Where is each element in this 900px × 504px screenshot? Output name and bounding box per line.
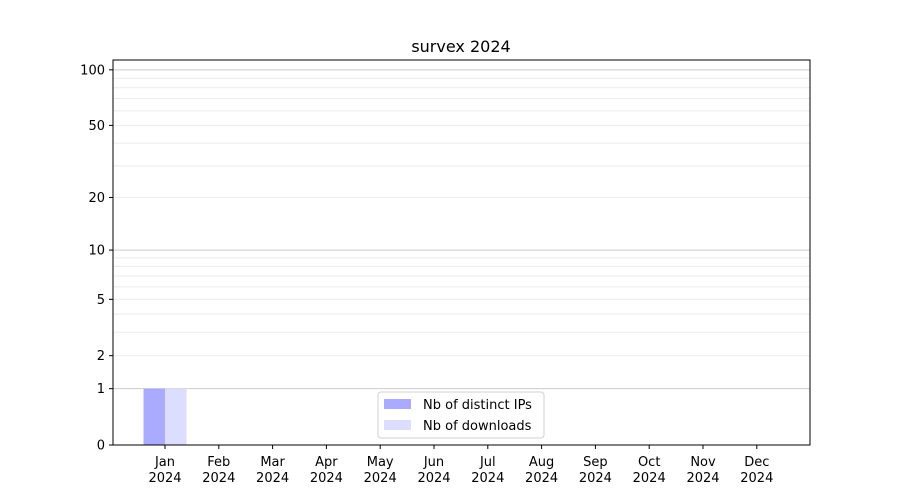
y-tick-label: 5: [97, 293, 105, 308]
x-tick-label-line: Oct: [638, 455, 660, 470]
x-tick-label: Jul 2024: [471, 455, 504, 486]
bars: [143, 388, 187, 445]
x-tick-label-line: 2024: [686, 471, 719, 486]
x-tick-label-line: 2024: [740, 471, 773, 486]
axes-frame: [112, 59, 811, 446]
chart-title: survex 2024: [411, 37, 510, 56]
x-tick-label-line: Apr: [315, 455, 338, 470]
x-tick-label-line: May: [367, 455, 394, 470]
grid: [113, 69, 810, 390]
x-tick-label-line: 2024: [579, 471, 612, 486]
x-tick-label: Dec 2024: [740, 455, 773, 486]
x-tick-label-line: Feb: [207, 455, 230, 470]
y-tick-label: 20: [88, 191, 105, 206]
x-tick-label: Mar 2024: [256, 455, 289, 486]
x-tick-label-line: 2024: [525, 471, 558, 486]
x-tick-label: May 2024: [364, 455, 397, 486]
y-axis: 0 1 2 5 10 20 50 100: [80, 63, 113, 454]
x-tick-label-line: Jan: [154, 455, 175, 470]
x-tick-label: Feb 2024: [202, 455, 235, 486]
legend-label: Nb of downloads: [423, 419, 532, 434]
legend: Nb of distinct IPs Nb of downloads: [377, 391, 545, 439]
y-tick-label: 1: [97, 382, 105, 397]
y-tick-label: 50: [88, 119, 105, 134]
x-tick-label-line: Jul: [479, 455, 496, 470]
y-tick-label: 0: [97, 439, 105, 454]
x-tick-label: Jan 2024: [148, 455, 181, 486]
x-tick-label-line: Sep: [583, 455, 608, 470]
x-tick-label-line: 2024: [471, 471, 504, 486]
x-tick-label: Sep 2024: [579, 455, 612, 486]
x-tick-label-line: 2024: [256, 471, 289, 486]
x-tick-label: Aug 2024: [525, 455, 558, 486]
legend-swatch: [384, 420, 411, 430]
x-tick-label-line: Mar: [260, 455, 285, 470]
x-tick-label: Nov 2024: [686, 455, 719, 486]
x-tick-label-line: 2024: [417, 471, 450, 486]
bar: [143, 388, 165, 445]
y-tick-label: 10: [88, 244, 105, 259]
bar: [165, 388, 187, 445]
legend-label: Nb of distinct IPs: [423, 398, 532, 413]
x-tick-label: Oct 2024: [633, 455, 666, 486]
x-tick-label: Jun 2024: [417, 455, 450, 486]
x-tick-label-line: Jun: [423, 455, 444, 470]
x-tick-label-line: Aug: [529, 455, 554, 470]
y-tick-label: 100: [80, 63, 105, 78]
x-tick-label: Apr 2024: [310, 455, 343, 486]
x-tick-label-line: Nov: [690, 455, 716, 470]
y-tick-label: 2: [97, 349, 105, 364]
x-tick-label-line: 2024: [202, 471, 235, 486]
legend-swatch: [384, 399, 411, 409]
x-tick-label-line: 2024: [310, 471, 343, 486]
x-tick-label-line: Dec: [744, 455, 769, 470]
x-tick-label-line: 2024: [364, 471, 397, 486]
x-tick-label-line: 2024: [633, 471, 666, 486]
legend-box: [377, 391, 545, 439]
x-tick-label-line: 2024: [148, 471, 181, 486]
